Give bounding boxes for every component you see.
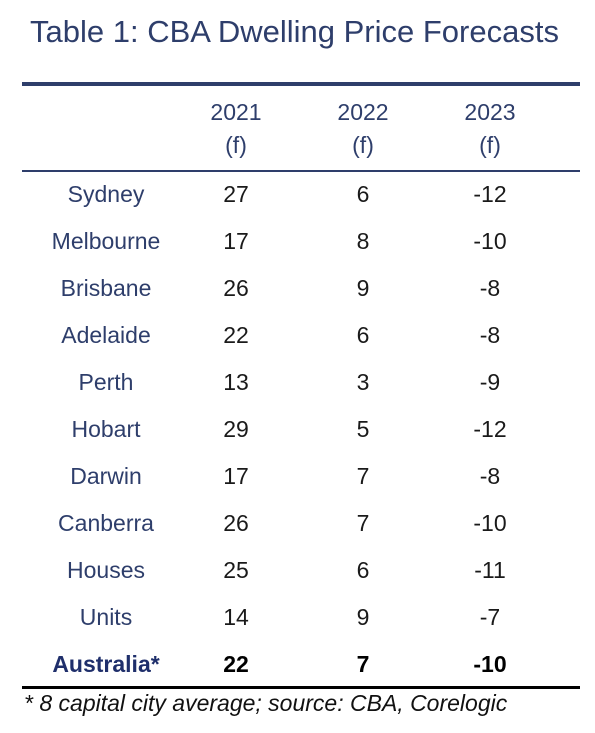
column-header-year: 2021 [210,99,262,125]
table-cell: 27 [223,181,249,207]
row-label: Hobart [71,416,141,442]
row-label: Melbourne [51,228,161,254]
table-cell: -7 [479,604,501,630]
bottom-rule [22,686,580,689]
row-label: Perth [78,369,134,395]
table-cell: -12 [473,416,507,442]
table-row: Canberra 26 7 -10 [22,500,580,547]
row-label: Houses [67,557,145,583]
table-cell: 9 [356,604,370,630]
table-cell: -8 [479,322,501,348]
table-cell: -12 [473,181,507,207]
table-cell: 29 [223,416,249,442]
table-row: Sydney 27 6 -12 [22,171,580,218]
table-cell: -10 [473,228,507,254]
row-label: Adelaide [61,322,151,348]
table-row: Australia* 22 7 -10 [22,641,580,688]
table-cell: 7 [356,463,370,489]
table-cell: 25 [223,557,249,583]
table-cell: 13 [223,369,249,395]
table-cell: 7 [356,651,370,677]
table-cell: 6 [356,181,370,207]
table-cell: 26 [223,275,249,301]
column-header-2021: 2021 (f) [176,96,296,162]
table-row: Adelaide 22 6 -8 [22,312,580,359]
top-rule [22,82,580,86]
table-row: Perth 13 3 -9 [22,359,580,406]
row-label: Australia* [52,651,160,677]
table-cell: -11 [474,557,506,583]
column-header-year: 2022 [337,99,389,125]
table-cell: 6 [356,322,370,348]
row-label: Brisbane [60,275,152,301]
table-cell: 22 [223,322,249,348]
column-header-note: (f) [225,132,247,158]
table-cell: 17 [223,463,249,489]
row-label: Sydney [67,181,145,207]
table-cell: -10 [473,510,507,536]
column-header-2022: 2022 (f) [303,96,423,162]
table-cell: -9 [479,369,501,395]
table-row: Units 14 9 -7 [22,594,580,641]
table-cell: 7 [356,510,370,536]
table-row: Brisbane 26 9 -8 [22,265,580,312]
column-header-year: 2023 [464,99,516,125]
row-label: Units [79,604,133,630]
footnote: * 8 capital city average; source: CBA, C… [24,690,508,716]
table-row: Darwin 17 7 -8 [22,453,580,500]
table-cell: -8 [479,463,501,489]
table-row: Houses 25 6 -11 [22,547,580,594]
column-header-note: (f) [479,132,501,158]
table-cell: 26 [223,510,249,536]
row-label: Canberra [58,510,154,536]
table-cell: 22 [223,651,249,677]
table-cell: 5 [356,416,370,442]
table-cell: 14 [223,604,249,630]
table-cell: 6 [356,557,370,583]
table-title: Table 1: CBA Dwelling Price Forecasts [30,14,559,49]
row-label: Darwin [70,463,142,489]
header-rule [22,170,580,172]
table-cell: 8 [356,228,370,254]
table-row: Hobart 29 5 -12 [22,406,580,453]
column-header-2023: 2023 (f) [430,96,550,162]
table-cell: -8 [479,275,501,301]
table-row: Melbourne 17 8 -10 [22,218,580,265]
table-cell: 9 [356,275,370,301]
table-cell: -10 [473,651,507,677]
column-header-note: (f) [352,132,374,158]
table-cell: 17 [223,228,249,254]
table-cell: 3 [356,369,370,395]
